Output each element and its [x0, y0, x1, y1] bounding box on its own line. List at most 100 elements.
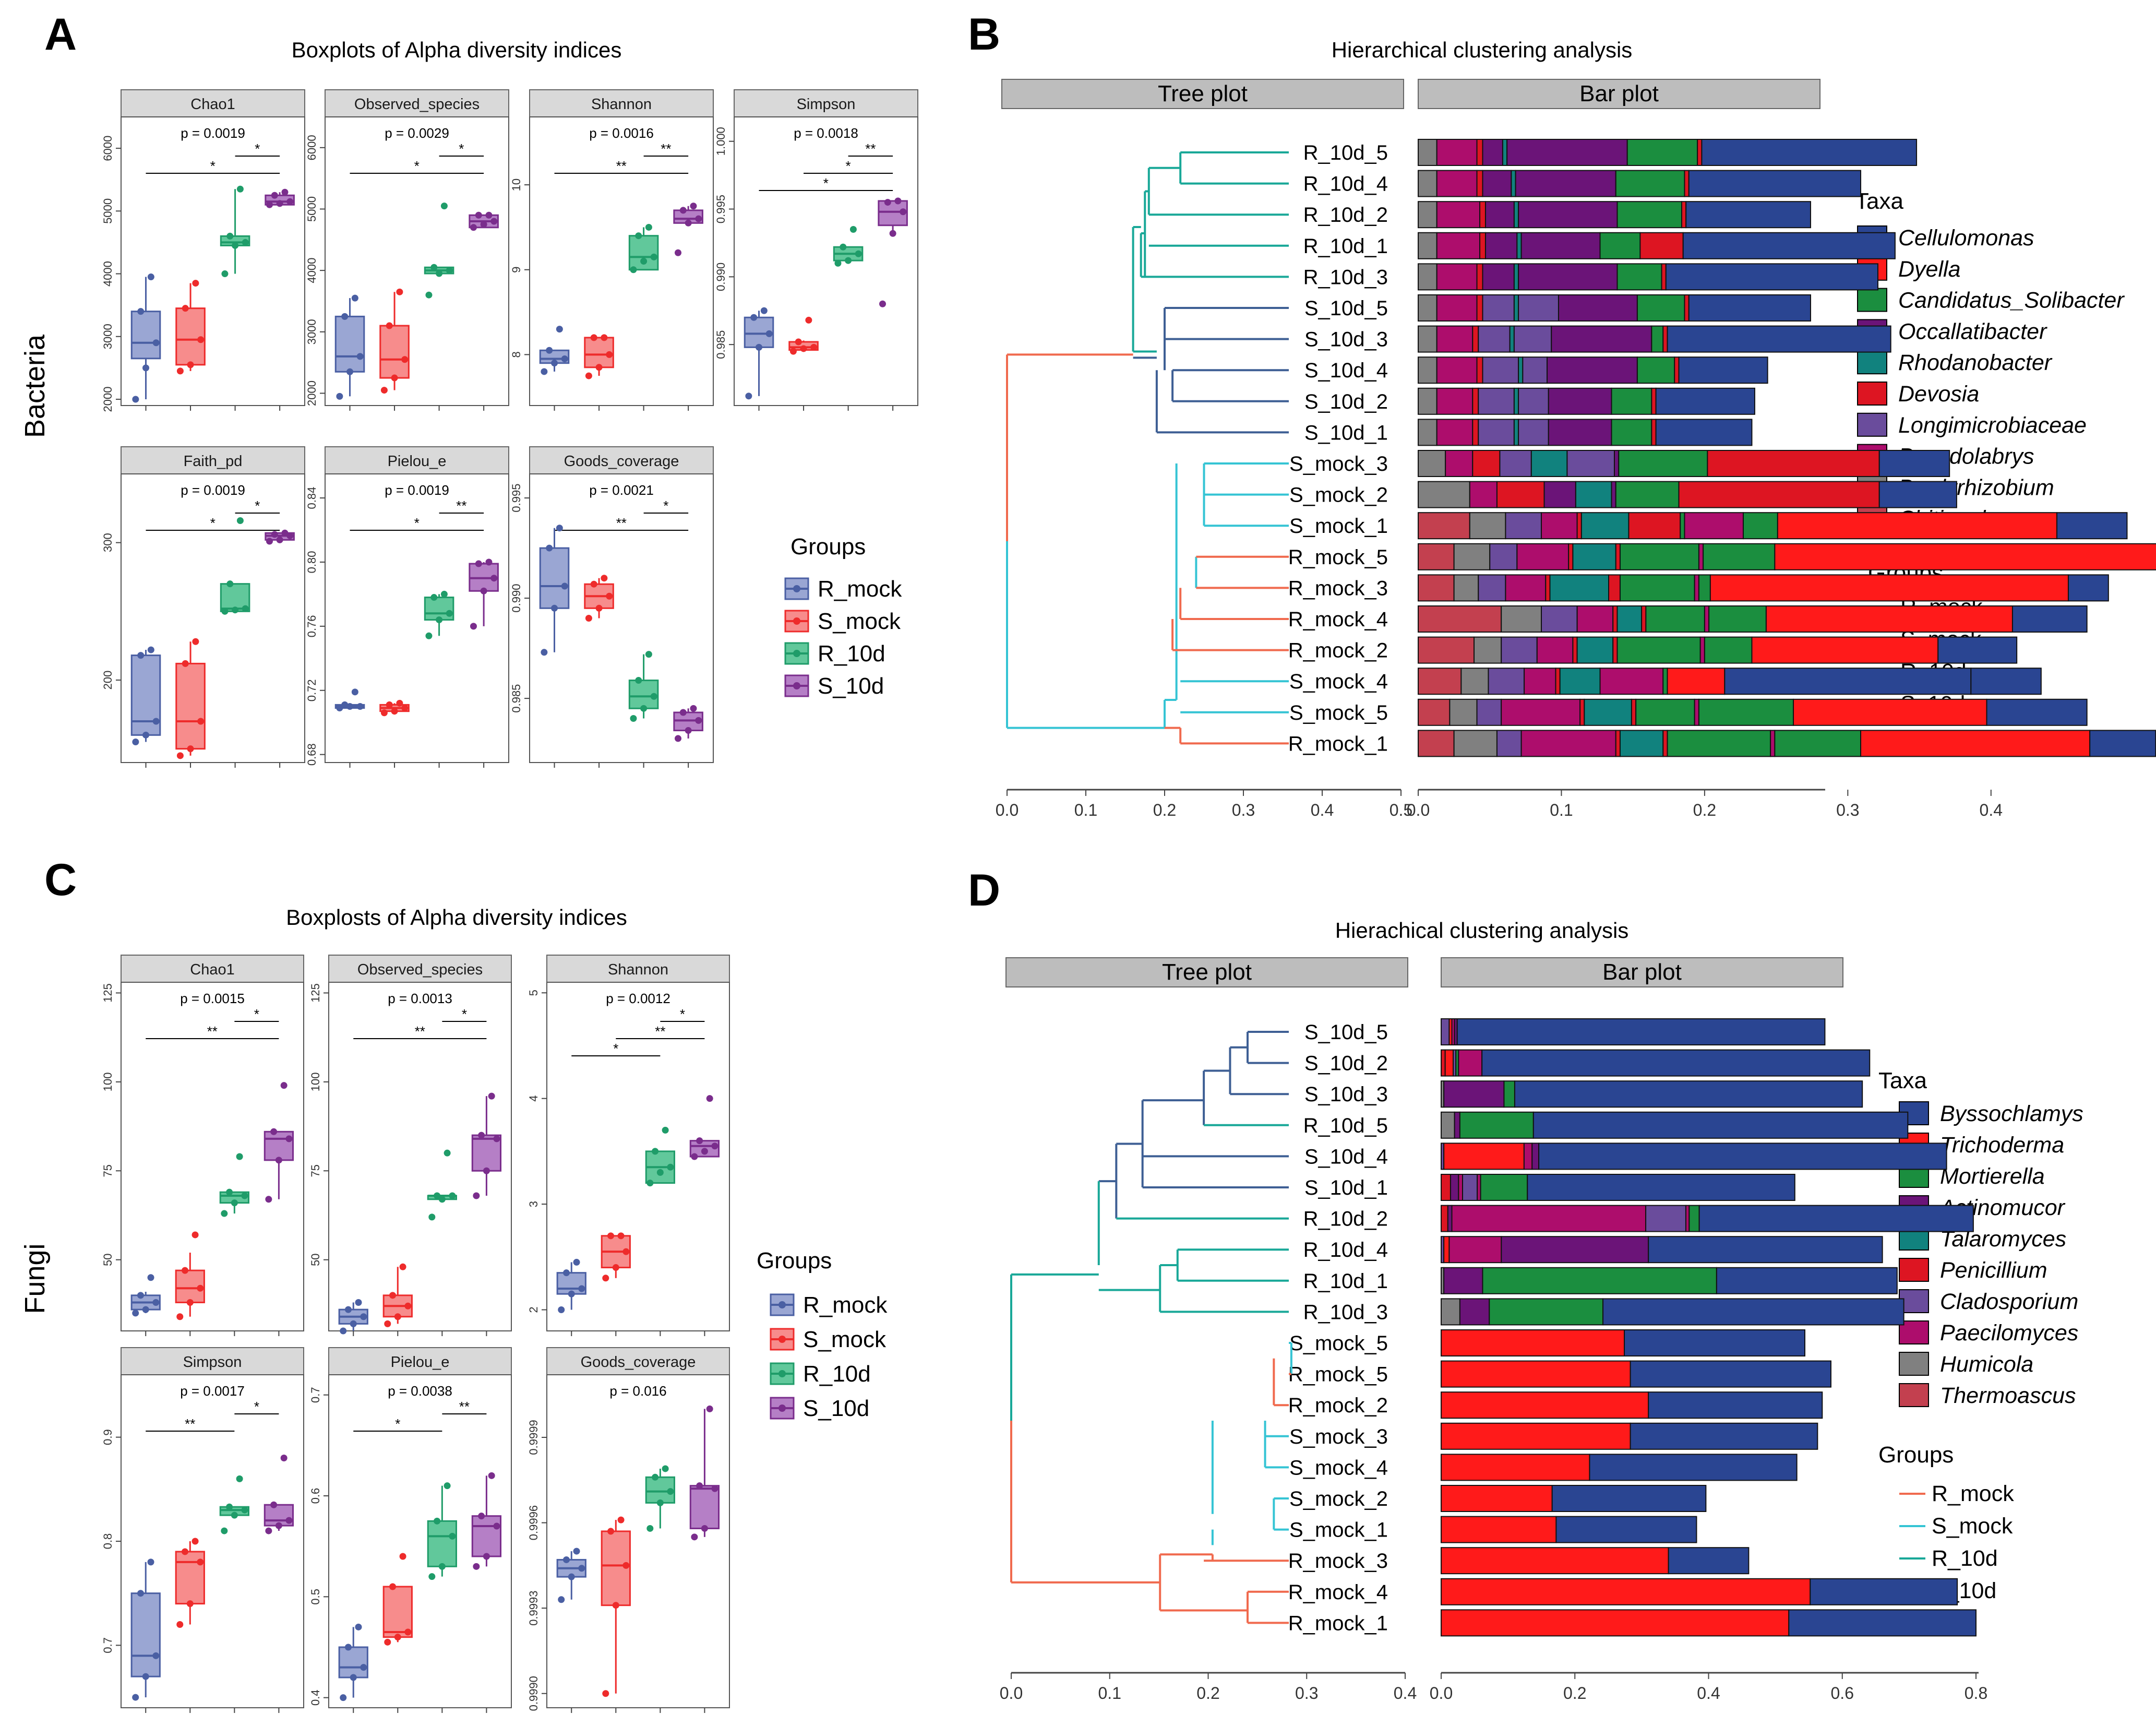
stacked-bar-segment — [1418, 574, 1455, 602]
data-point — [280, 1455, 288, 1461]
stacked-bar-segment — [1451, 1205, 1647, 1232]
data-point — [546, 347, 553, 354]
stacked-bar-segment — [1678, 356, 1768, 384]
box — [539, 547, 570, 609]
y-tick-label: 5000 — [101, 198, 114, 224]
data-point — [485, 211, 493, 219]
data-point — [894, 197, 902, 205]
stacked-bar-segment — [1513, 387, 1519, 415]
data-point — [399, 1263, 406, 1270]
sample-label: S_mock_5 — [1289, 1332, 1388, 1355]
y-tick-label: 0.9999 — [527, 1420, 540, 1455]
sample-label: S_10d_3 — [1304, 1083, 1388, 1106]
data-point — [192, 280, 199, 287]
data-point — [351, 294, 358, 302]
data-point — [344, 1644, 352, 1651]
p-value: p = 0.0029 — [385, 125, 449, 141]
stacked-bar-segment — [1699, 636, 1705, 664]
stacked-bar-segment — [1418, 201, 1438, 229]
data-point — [449, 1192, 456, 1199]
y-tick-label: 100 — [309, 1072, 322, 1091]
data-point — [640, 705, 648, 712]
data-point — [695, 215, 702, 222]
data-point — [236, 1475, 243, 1482]
stacked-bar-segment — [1682, 232, 1896, 259]
stacked-bar-segment — [1418, 481, 1470, 508]
stacked-bar-segment — [1445, 450, 1474, 477]
stacked-bar-segment — [1469, 512, 1506, 540]
data-point — [271, 192, 278, 199]
sample-label: R_mock_5 — [1288, 1363, 1388, 1386]
stacked-bar-segment — [1548, 387, 1612, 415]
stacked-bar-segment — [1630, 1422, 1818, 1450]
sample-label: R_10d_5 — [1303, 141, 1388, 164]
data-point — [650, 253, 657, 260]
stacked-bar-segment — [1499, 450, 1532, 477]
stacked-bar-segment — [1704, 605, 1710, 633]
data-point — [197, 336, 205, 343]
data-point — [662, 1126, 669, 1134]
stacked-bar-segment — [1441, 1205, 1448, 1232]
stacked-bar-segment — [1549, 574, 1610, 602]
legend-key-dot — [778, 1336, 786, 1343]
tree-axis-label: 0.3 — [1232, 801, 1255, 819]
y-tick-label: 0.4 — [309, 1689, 322, 1706]
sample-label: R_mock_2 — [1288, 1394, 1388, 1417]
y-tick-label: 0.72 — [305, 679, 318, 701]
stacked-bar-segment — [1518, 294, 1559, 322]
stacked-bar-segment — [1674, 356, 1680, 384]
sample-label: S_mock_3 — [1289, 1425, 1388, 1448]
data-point — [137, 1590, 144, 1597]
stacked-bar-segment — [1765, 605, 2013, 633]
tree-legend-label: S_mock — [1932, 1514, 2013, 1539]
data-point — [635, 232, 642, 240]
tree-axis-label: 0.1 — [1098, 1684, 1121, 1703]
data-point — [336, 392, 343, 400]
stacked-bar-segment — [1688, 1205, 1700, 1232]
data-point — [182, 305, 189, 312]
stacked-bar-segment — [1436, 139, 1478, 166]
dendrogram-branch — [1140, 152, 1182, 277]
p-value: p = 0.0018 — [794, 125, 858, 141]
stacked-bar-segment — [1514, 1080, 1863, 1108]
data-point — [280, 1082, 288, 1089]
panel-title-c: Boxplosts of Alpha diversity indices — [286, 905, 627, 930]
y-tick-label: 8 — [510, 351, 523, 358]
y-tick-label: 300 — [101, 533, 114, 552]
legend-key-dot — [778, 1404, 786, 1412]
legend-key-dot — [793, 617, 800, 625]
data-point — [674, 735, 681, 742]
facet-label: Shannon — [608, 961, 668, 978]
data-point — [197, 718, 205, 725]
tree-strip — [1001, 79, 1404, 109]
y-tick-label: 1.000 — [714, 127, 727, 156]
stacked-bar-segment — [1472, 419, 1479, 446]
p-value: p = 0.0019 — [181, 125, 245, 141]
tree-axis-label: 0.1 — [1074, 801, 1097, 819]
sig-label: * — [254, 1399, 259, 1414]
stacked-bar-segment — [1716, 1267, 1898, 1294]
stacked-bar-segment — [1436, 419, 1474, 446]
stacked-bar-segment — [1418, 294, 1438, 322]
data-point — [221, 1527, 228, 1534]
data-point — [473, 1563, 480, 1570]
stacked-bar-segment — [1661, 263, 1667, 291]
y-tick-label: 9 — [510, 267, 523, 273]
data-point — [344, 1306, 352, 1313]
stacked-bar-segment — [1576, 512, 1582, 540]
data-point — [646, 1525, 654, 1532]
data-point — [182, 1548, 189, 1555]
p-value: p = 0.0019 — [385, 482, 449, 498]
stacked-bar-segment — [1441, 1578, 1811, 1605]
data-point — [241, 1192, 248, 1199]
sig-label: * — [255, 498, 260, 514]
stacked-bar-segment — [1476, 263, 1483, 291]
data-point — [221, 608, 229, 615]
data-point — [404, 1628, 412, 1636]
stacked-bar-segment — [1611, 419, 1652, 446]
data-point — [232, 242, 239, 249]
data-point — [425, 291, 433, 299]
data-point — [602, 1275, 609, 1282]
stacked-bar-segment — [1613, 450, 1620, 477]
stacked-bar-segment — [1501, 698, 1581, 726]
